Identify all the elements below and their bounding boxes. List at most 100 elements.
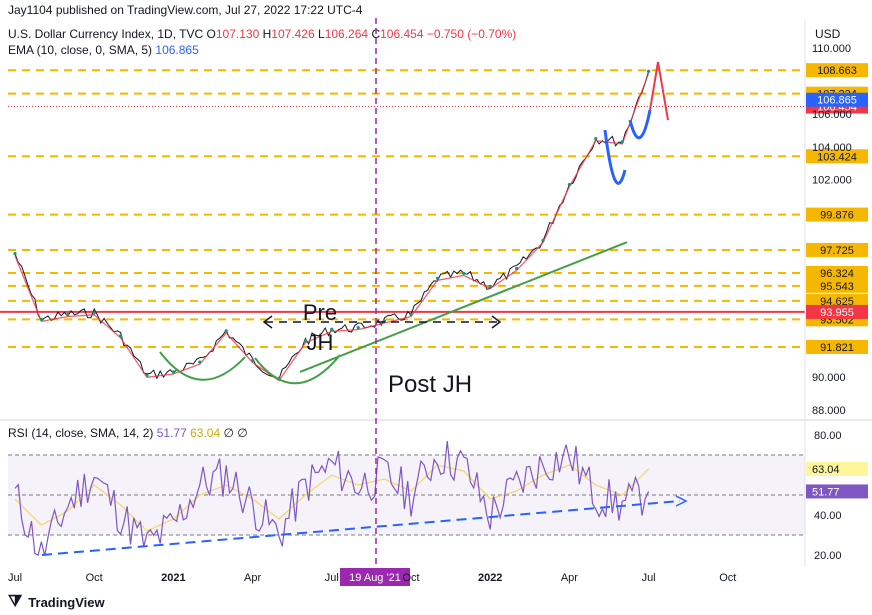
ohlc-open-label: O xyxy=(206,27,216,41)
x-tick-7: 2022 xyxy=(478,572,502,584)
ohlc-low-label: L xyxy=(318,27,325,41)
support-badge-bg xyxy=(806,304,868,319)
currency-label: USD xyxy=(815,27,841,41)
price-point-15 xyxy=(409,312,413,317)
rsi-legend-ma: 63.04 xyxy=(190,426,221,440)
price-point-23 xyxy=(620,140,624,144)
level-badge-4: 97.725 xyxy=(806,242,868,257)
trend-line xyxy=(299,241,628,373)
price-pane xyxy=(0,69,805,382)
level-label-9: 91.821 xyxy=(820,342,854,354)
rsi-tick-1: 40.00 xyxy=(814,510,842,522)
level-label-4: 97.725 xyxy=(820,245,854,257)
symbol-name: U.S. Dollar Currency Index, 1D, TVC xyxy=(8,27,204,41)
blue-arc-1 xyxy=(603,129,627,185)
price-point-7 xyxy=(198,360,202,364)
price-point-11 xyxy=(303,339,307,343)
price-point-5 xyxy=(145,373,149,377)
price-point-3 xyxy=(92,311,96,315)
x-tick-0: Jul xyxy=(8,572,22,584)
arrow-head-left xyxy=(262,315,273,329)
level-label-5: 96.324 xyxy=(820,268,854,280)
level-label-6: 95.543 xyxy=(820,281,854,293)
publisher-line: Jay1104 published on TradingView.com, Ju… xyxy=(8,3,363,17)
price-point-18 xyxy=(488,284,492,289)
rsi-ma-line xyxy=(14,464,650,532)
level-badge-bg-7 xyxy=(806,293,868,308)
annotation-pre: Pre xyxy=(303,300,337,325)
rsi-ma-badge xyxy=(806,461,868,476)
price-point-6 xyxy=(171,370,175,374)
cup-arc-2 xyxy=(254,354,341,385)
price-point-12 xyxy=(330,327,334,331)
ohlc-open: 107.130 xyxy=(215,27,260,41)
rsi-badge-label: 51.77 xyxy=(812,486,840,498)
price-point-19 xyxy=(515,266,519,271)
symbol-line: U.S. Dollar Currency Index, 1D, TVC O107… xyxy=(8,27,516,41)
price-tick-2: 104.000 xyxy=(812,142,852,154)
price-point-24 xyxy=(647,69,651,73)
x-tick-4: Jul xyxy=(325,572,339,584)
level-badge-bg-4 xyxy=(806,242,868,257)
price-point-16 xyxy=(435,276,439,280)
price-point-13 xyxy=(356,326,360,330)
cup-arc-1 xyxy=(159,351,246,381)
price-point-21 xyxy=(567,183,572,187)
price-point-8 xyxy=(224,329,228,333)
ohlc-low: 106.264 xyxy=(324,27,369,41)
level-badge-bg-3 xyxy=(806,207,868,222)
annotation-post-jh: Post JH xyxy=(388,371,472,398)
level-badge-bg-5 xyxy=(806,265,868,280)
rsi-legend: RSI (14, close, SMA, 14, 2) 51.77 63.04 … xyxy=(8,426,248,440)
x-tick-6: Oct xyxy=(402,572,419,584)
level-badge-7: 94.625 xyxy=(806,293,868,308)
price-point-1 xyxy=(39,317,44,321)
rsi-tick-2: 20.00 xyxy=(814,550,842,562)
level-badge-bg-6 xyxy=(806,278,868,293)
blue-arc-2 xyxy=(628,109,652,140)
price-point-20 xyxy=(541,238,545,243)
price-tick-3: 102.000 xyxy=(812,175,852,187)
level-label-7: 94.625 xyxy=(820,296,854,308)
axes: 108.663107.234103.42499.87697.72596.3249… xyxy=(0,20,872,586)
rsi-legend-value: 51.77 xyxy=(156,426,187,440)
price-tick-5: 88.000 xyxy=(812,405,846,417)
vertical-marker-badge xyxy=(340,568,410,586)
annotation-jh: JH xyxy=(307,330,334,355)
tradingview-footer[interactable]: ⧩ TradingView xyxy=(8,593,105,611)
rsi-badge xyxy=(806,484,868,499)
level-badge-9: 91.821 xyxy=(806,339,868,354)
price-point-17 xyxy=(462,271,466,275)
price-tick-4: 90.000 xyxy=(812,372,846,384)
level-badge-bg-0 xyxy=(806,63,868,78)
annotations: Pre JH Post JH xyxy=(41,18,688,568)
level-badge-bg-9 xyxy=(806,339,868,354)
price-point-2 xyxy=(66,312,70,317)
price-point-22 xyxy=(594,137,598,141)
ohlc-high: 107.426 xyxy=(271,27,315,41)
level-label-3: 99.876 xyxy=(820,210,854,222)
x-tick-8: Apr xyxy=(561,572,578,584)
rsi-legend-symbols: ∅ ∅ xyxy=(223,426,248,440)
ohlc-high-label: H xyxy=(262,27,272,41)
level-badge-3: 99.876 xyxy=(806,207,868,222)
brand-label: TradingView xyxy=(28,594,105,610)
level-badge-6: 95.543 xyxy=(806,278,868,293)
tradingview-logo-icon: ⧩ xyxy=(8,593,23,610)
rsi-trend-arrow xyxy=(675,495,688,507)
ema-value: 106.865 xyxy=(155,43,199,57)
level-label-2: 103.424 xyxy=(817,151,857,163)
price-point-4 xyxy=(119,334,123,338)
rsi-label: RSI (14, close, SMA, 14, 2) xyxy=(8,426,154,440)
ema-badge xyxy=(806,92,868,107)
x-tick-1: Oct xyxy=(86,572,103,584)
ohlc-close: 106.454 xyxy=(380,27,424,41)
price-point-0 xyxy=(13,252,17,256)
x-tick-9: Jul xyxy=(642,572,656,584)
ohlc-change: −0.750 (−0.70%) xyxy=(426,27,517,41)
x-tick-2: 2021 xyxy=(161,572,185,584)
level-badge-2: 103.424 xyxy=(806,149,868,164)
vertical-marker-label: 19 Aug '21 xyxy=(349,572,401,584)
ema-badge-label: 106.865 xyxy=(817,95,857,107)
